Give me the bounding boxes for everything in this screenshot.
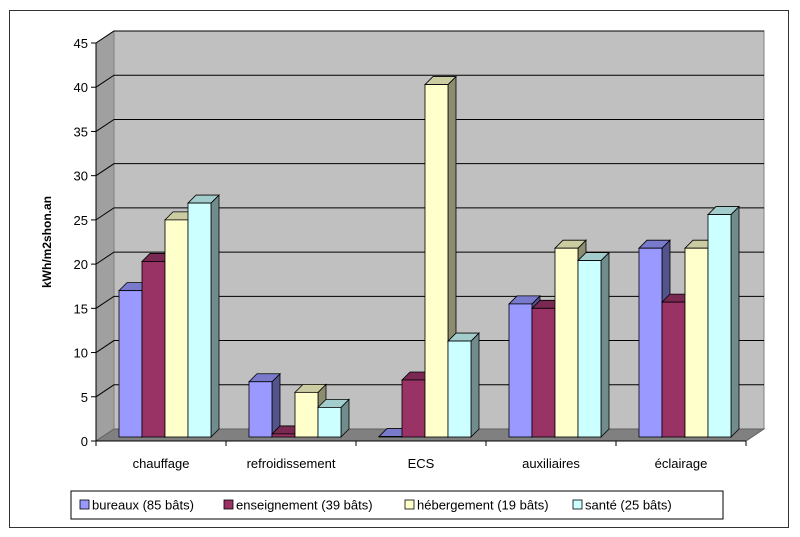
- gridline: [95, 295, 764, 309]
- y-tick-label: 45: [74, 36, 88, 51]
- legend-swatch: [79, 499, 90, 510]
- gridline: [95, 118, 764, 132]
- bar: [317, 398, 350, 438]
- legend-label: enseignement (39 bâts): [236, 498, 373, 513]
- legend-item: bureaux (85 bâts): [79, 498, 194, 513]
- x-tick-label: ECS: [408, 456, 435, 471]
- bars: [118, 75, 740, 438]
- y-tick-label: 35: [74, 124, 88, 139]
- y-tick-label: 15: [74, 301, 88, 316]
- axes: [91, 42, 747, 446]
- gridline: [95, 163, 764, 177]
- legend-swatch: [572, 499, 583, 510]
- y-tick-label: 40: [74, 80, 88, 95]
- legend-label: hébergement (19 bâts): [417, 498, 549, 513]
- bar: [707, 205, 740, 438]
- y-tick-label: 0: [81, 434, 88, 449]
- gridline: [95, 251, 764, 265]
- legend-item: enseignement (39 bâts): [223, 498, 373, 513]
- legend-label: bureaux (85 bâts): [92, 498, 194, 513]
- legend-box: [70, 490, 724, 520]
- bar: [187, 194, 220, 438]
- x-tick-label: auxiliaires: [522, 456, 580, 471]
- y-tick-label: 5: [81, 390, 88, 405]
- x-tick-label: refroidissement: [247, 456, 336, 471]
- legend-item: hébergement (19 bâts): [404, 498, 549, 513]
- legend-swatch: [223, 499, 234, 510]
- legend: bureaux (85 bâts) enseignement (39 bâts) h…: [70, 490, 724, 520]
- gridline: [95, 74, 764, 88]
- legend-item: santé (25 bâts): [572, 498, 672, 513]
- gridline: [95, 30, 764, 44]
- bar: [447, 332, 480, 438]
- bar: [577, 251, 610, 438]
- legend-swatch: [404, 499, 415, 510]
- y-tick-label: 25: [74, 213, 88, 228]
- y-tick-label: 10: [74, 346, 88, 361]
- gridline: [95, 207, 764, 221]
- x-tick-label: chauffage: [133, 456, 190, 471]
- y-axis-label: kWh/m2shon.an: [40, 196, 54, 288]
- y-tick-label: 30: [74, 169, 88, 184]
- legend-label: santé (25 bâts): [585, 498, 672, 513]
- y-tick-labels: 0 5 10 15 20 25 30 35 40 45: [74, 36, 88, 449]
- x-tick-labels: chauffage refroidissement ECS auxiliaires éc…: [133, 456, 708, 471]
- x-tick-label: éclairage: [655, 456, 708, 471]
- bar: [248, 372, 281, 438]
- side-wall: [95, 30, 115, 442]
- y-tick-label: 20: [74, 257, 88, 272]
